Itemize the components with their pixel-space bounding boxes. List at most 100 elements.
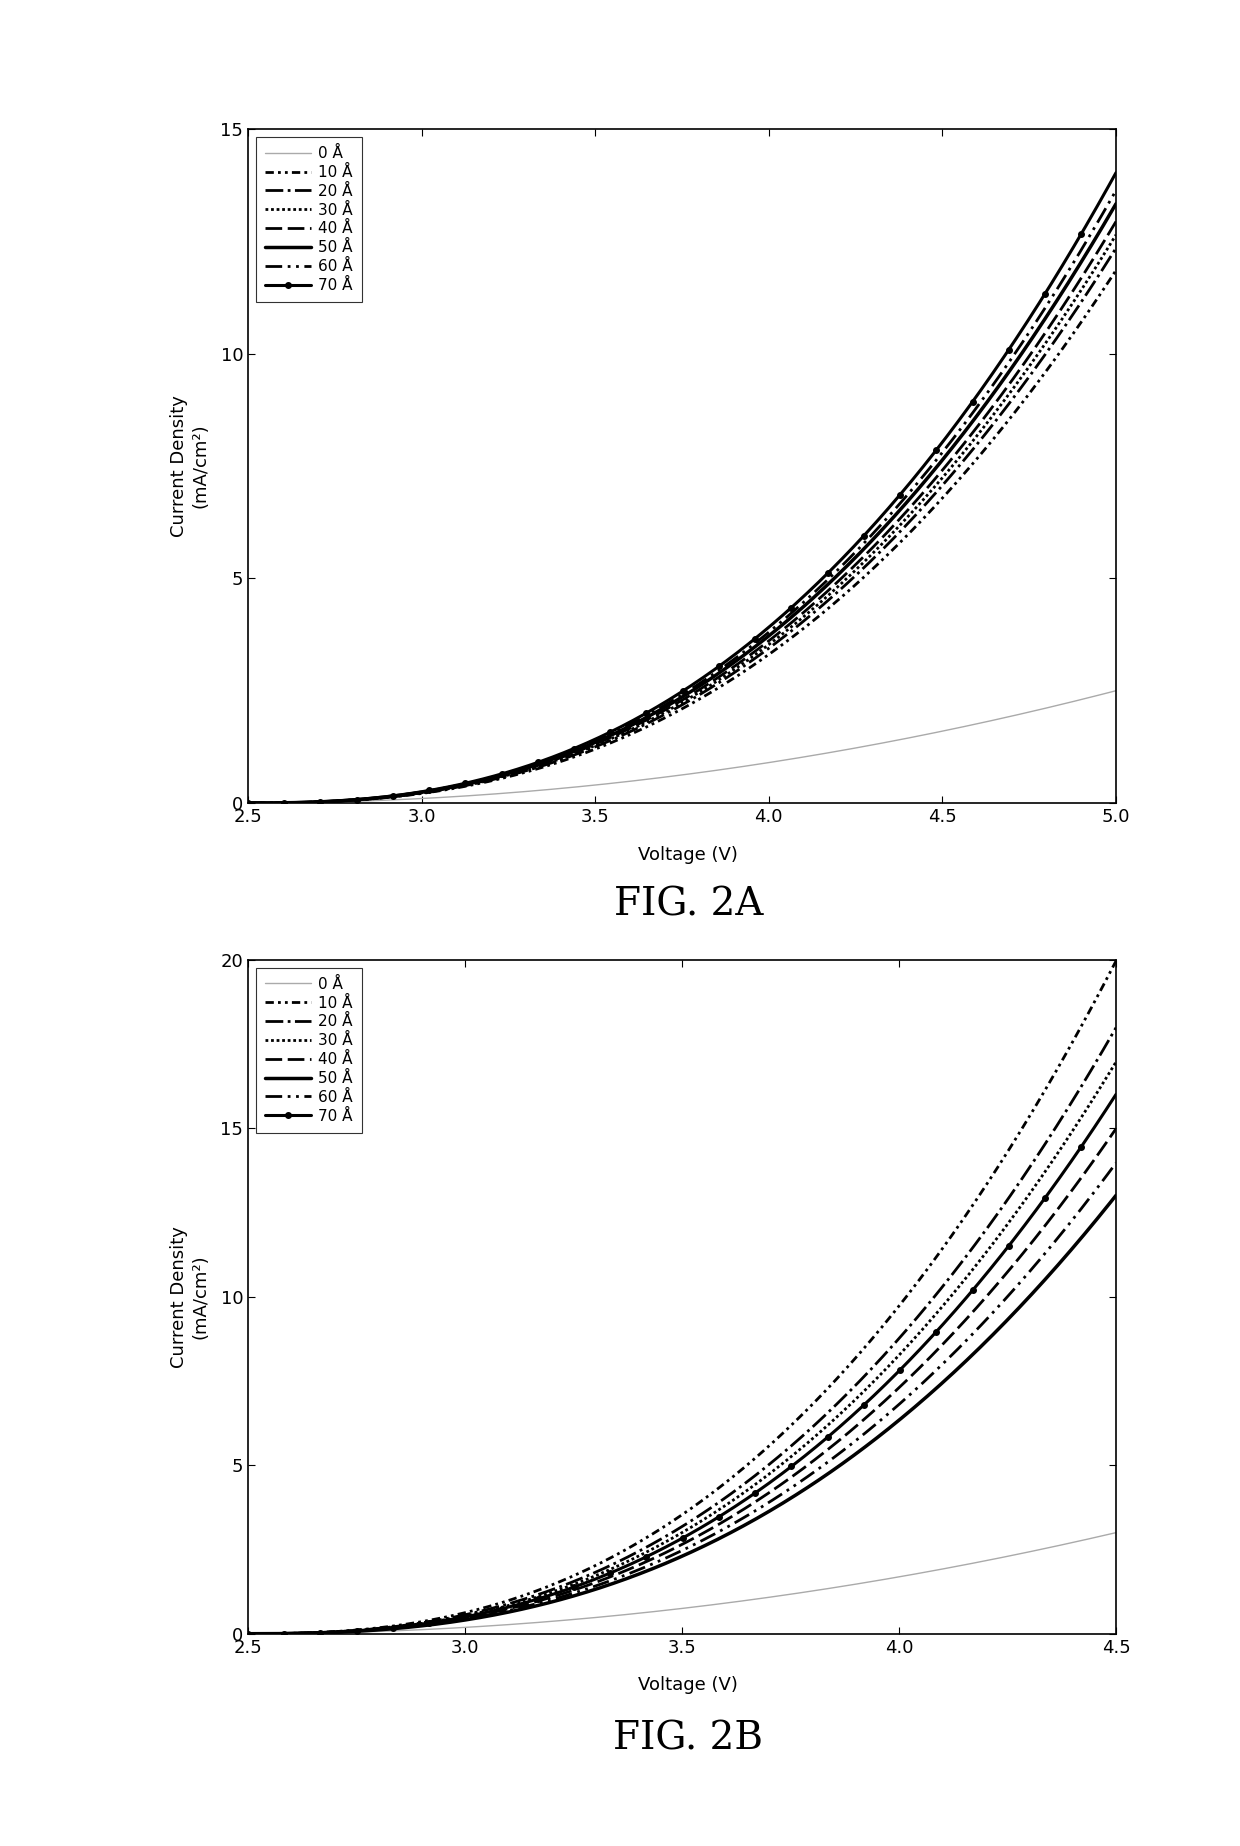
Line: 70 Å: 70 Å bbox=[246, 170, 1118, 807]
Legend: 0 Å, 10 Å, 20 Å, 30 Å, 40 Å, 50 Å, 60 Å, 70 Å: 0 Å, 10 Å, 20 Å, 30 Å, 40 Å, 50 Å, 60 Å,… bbox=[255, 967, 362, 1133]
40 Å bbox=[241, 1623, 255, 1645]
20 Å bbox=[894, 1325, 909, 1348]
30 Å bbox=[241, 792, 255, 814]
10 Å bbox=[394, 785, 409, 807]
20 Å bbox=[1109, 1017, 1123, 1039]
30 Å bbox=[464, 1604, 479, 1626]
Text: FIG. 2A: FIG. 2A bbox=[614, 886, 763, 923]
Text: Voltage (V): Voltage (V) bbox=[639, 1676, 738, 1695]
40 Å bbox=[394, 785, 409, 807]
70 Å bbox=[753, 624, 768, 646]
50 Å bbox=[820, 574, 835, 596]
Line: 60 Å: 60 Å bbox=[248, 190, 1116, 803]
0 Å bbox=[894, 729, 909, 751]
20 Å bbox=[820, 1401, 835, 1423]
30 Å bbox=[1109, 223, 1123, 246]
60 Å bbox=[1109, 179, 1123, 201]
20 Å bbox=[894, 519, 909, 541]
60 Å bbox=[820, 569, 835, 591]
20 Å bbox=[241, 792, 255, 814]
20 Å bbox=[241, 1623, 255, 1645]
60 Å bbox=[634, 707, 649, 729]
50 Å bbox=[464, 772, 479, 794]
60 Å bbox=[753, 1497, 768, 1519]
0 Å bbox=[634, 1602, 649, 1624]
60 Å bbox=[464, 772, 479, 794]
40 Å bbox=[820, 1438, 835, 1460]
0 Å bbox=[394, 788, 409, 810]
10 Å bbox=[394, 1613, 409, 1636]
0 Å bbox=[1109, 1521, 1123, 1543]
30 Å bbox=[634, 1543, 649, 1565]
40 Å bbox=[634, 713, 649, 735]
40 Å bbox=[1109, 210, 1123, 233]
60 Å bbox=[753, 629, 768, 652]
40 Å bbox=[464, 772, 479, 794]
0 Å bbox=[634, 770, 649, 792]
20 Å bbox=[394, 1615, 409, 1637]
10 Å bbox=[464, 773, 479, 796]
70 Å bbox=[241, 1623, 255, 1645]
60 Å bbox=[1109, 1152, 1123, 1174]
70 Å bbox=[464, 772, 479, 794]
70 Å bbox=[394, 1615, 409, 1637]
30 Å bbox=[241, 1623, 255, 1645]
0 Å bbox=[241, 792, 255, 814]
0 Å bbox=[753, 1588, 768, 1610]
70 Å bbox=[394, 785, 409, 807]
30 Å bbox=[634, 714, 649, 737]
Line: 20 Å: 20 Å bbox=[248, 1028, 1116, 1634]
20 Å bbox=[634, 1540, 649, 1562]
0 Å bbox=[894, 1565, 909, 1588]
60 Å bbox=[894, 1392, 909, 1414]
50 Å bbox=[753, 1506, 768, 1528]
30 Å bbox=[394, 785, 409, 807]
70 Å bbox=[753, 1479, 768, 1501]
10 Å bbox=[753, 1444, 768, 1466]
0 Å bbox=[464, 785, 479, 807]
30 Å bbox=[753, 1469, 768, 1492]
50 Å bbox=[894, 497, 909, 519]
70 Å bbox=[634, 1549, 649, 1571]
Line: 10 Å: 10 Å bbox=[248, 962, 1116, 1634]
30 Å bbox=[753, 641, 768, 663]
0 Å bbox=[1109, 679, 1123, 701]
Text: Voltage (V): Voltage (V) bbox=[639, 845, 738, 864]
10 Å bbox=[634, 1530, 649, 1552]
50 Å bbox=[894, 1407, 909, 1429]
50 Å bbox=[1109, 192, 1123, 214]
Line: 40 Å: 40 Å bbox=[248, 1128, 1116, 1634]
0 Å bbox=[820, 1578, 835, 1600]
Line: 0 Å: 0 Å bbox=[248, 690, 1116, 803]
10 Å bbox=[634, 718, 649, 740]
60 Å bbox=[464, 1606, 479, 1628]
70 Å bbox=[634, 705, 649, 727]
50 Å bbox=[820, 1462, 835, 1484]
30 Å bbox=[894, 513, 909, 535]
60 Å bbox=[894, 491, 909, 513]
0 Å bbox=[753, 753, 768, 775]
Line: 50 Å: 50 Å bbox=[248, 203, 1116, 803]
50 Å bbox=[394, 785, 409, 807]
Text: FIG. 2B: FIG. 2B bbox=[614, 1720, 763, 1757]
Line: 50 Å: 50 Å bbox=[248, 1196, 1116, 1634]
Line: 20 Å: 20 Å bbox=[248, 247, 1116, 803]
0 Å bbox=[394, 1619, 409, 1641]
10 Å bbox=[820, 1377, 835, 1399]
70 Å bbox=[464, 1604, 479, 1626]
50 Å bbox=[464, 1608, 479, 1630]
50 Å bbox=[634, 1562, 649, 1584]
70 Å bbox=[241, 792, 255, 814]
20 Å bbox=[753, 644, 768, 666]
50 Å bbox=[394, 1617, 409, 1639]
50 Å bbox=[634, 709, 649, 731]
70 Å bbox=[820, 1427, 835, 1449]
20 Å bbox=[820, 589, 835, 611]
70 Å bbox=[1109, 1084, 1123, 1106]
20 Å bbox=[634, 716, 649, 738]
70 Å bbox=[1109, 162, 1123, 185]
60 Å bbox=[394, 785, 409, 807]
10 Å bbox=[894, 530, 909, 552]
Legend: 0 Å, 10 Å, 20 Å, 30 Å, 40 Å, 50 Å, 60 Å, 70 Å: 0 Å, 10 Å, 20 Å, 30 Å, 40 Å, 50 Å, 60 Å,… bbox=[255, 137, 362, 303]
20 Å bbox=[394, 785, 409, 807]
